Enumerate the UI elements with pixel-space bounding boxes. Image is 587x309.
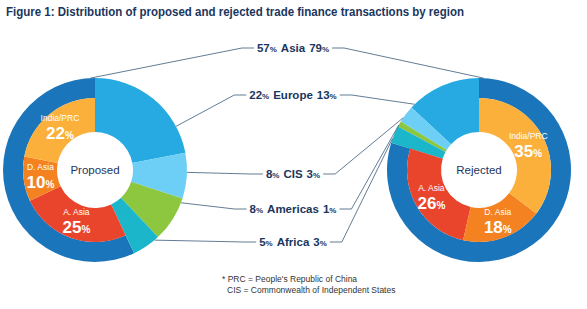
chart-svg: Figure 1: Distribution of proposed and r…: [0, 0, 587, 309]
leader-lines: [90, 48, 483, 242]
label-number: 25: [62, 218, 81, 237]
label-unit: %: [81, 224, 90, 235]
label-unit: %: [330, 92, 337, 101]
subregion-segment: [23, 157, 61, 201]
subregion-name: D. Asia: [27, 162, 54, 172]
leader-line: [176, 95, 246, 126]
subregion-name: India/PRC: [509, 131, 548, 141]
region-segment: [95, 78, 185, 163]
subregion-value: 10%: [27, 173, 55, 192]
segments: [387, 78, 571, 262]
label-unit: %: [322, 45, 329, 54]
region-value: 79%: [309, 42, 329, 54]
leader-line: [90, 48, 254, 78]
label-unit: %: [313, 171, 320, 180]
region-value: 57%: [257, 42, 277, 54]
region-labels: Asia57%79%Europe22%13%CIS8%3%Americas8%1…: [249, 42, 336, 248]
title: Figure 1: Distribution of proposed and r…: [6, 5, 464, 19]
segments: [3, 78, 187, 262]
label-unit: %: [45, 179, 54, 190]
label-number: 57: [257, 42, 270, 54]
segment-labels: A. Asia26% D. Asia18% India/PRC35%: [417, 131, 547, 237]
region-value: 1%: [323, 203, 337, 215]
donut-center-label: Rejected: [456, 164, 501, 176]
region-value: 3%: [313, 236, 327, 248]
region-value: 8%: [266, 168, 280, 180]
subregion-value: 35%: [514, 142, 542, 161]
label-unit: %: [270, 45, 277, 54]
subregion-name: A. Asia: [63, 207, 90, 217]
label-unit: %: [329, 206, 336, 215]
donut: A. Asia26% D. Asia18% India/PRC35% Rejected: [387, 78, 571, 262]
label-unit: %: [272, 171, 279, 180]
subregion-segment: [479, 98, 551, 214]
donut-center-label: Proposed: [70, 164, 119, 176]
leader-line: [187, 172, 263, 174]
subregion-value: 22%: [46, 124, 74, 143]
label-number: 79: [309, 42, 322, 54]
label-unit: %: [533, 148, 542, 159]
label-number: 26: [417, 194, 436, 213]
region-value: 8%: [250, 203, 264, 215]
footnotes: * PRC = People's Republic of ChinaCIS = …: [222, 274, 395, 295]
subregion-segment: [30, 186, 126, 242]
label-unit: %: [65, 130, 74, 141]
leader-line: [181, 203, 247, 209]
label-unit: %: [256, 206, 263, 215]
subregion-value: 18%: [484, 218, 512, 237]
subregion-segment: [24, 98, 95, 163]
leader-line: [323, 118, 403, 174]
subregion-segment: [407, 149, 471, 241]
footnote: * PRC = People's Republic of China: [222, 274, 357, 284]
region-value: 5%: [259, 236, 273, 248]
region-value: 13%: [317, 89, 337, 101]
label-number: 22: [249, 89, 262, 101]
label-number: 22: [46, 124, 65, 143]
subregion-name: India/PRC: [41, 113, 80, 123]
subregion-name: A. Asia: [418, 183, 445, 193]
leader-line: [332, 48, 484, 78]
region-name: Africa: [277, 236, 310, 248]
leader-line: [339, 125, 398, 209]
label-number: 13: [317, 89, 330, 101]
label-unit: %: [266, 239, 273, 248]
chart-container: Figure 1: Distribution of proposed and r…: [0, 0, 587, 309]
label-number: 18: [484, 218, 503, 237]
label-number: 35: [514, 142, 533, 161]
region-name: CIS: [283, 168, 303, 180]
subregion-value: 26%: [417, 194, 445, 213]
label-number: 10: [27, 173, 46, 192]
region-value: 22%: [249, 89, 269, 101]
label-unit: %: [436, 200, 445, 211]
leader-line: [155, 240, 257, 242]
donut: A. Asia25% D. Asia10% India/PRC22% Proposed: [3, 78, 187, 262]
label-unit: %: [320, 239, 327, 248]
region-name: Europe: [273, 89, 313, 101]
subregion-name: D. Asia: [484, 207, 511, 217]
region-name: Asia: [281, 42, 306, 54]
region-segment: [387, 78, 571, 262]
leader-line: [340, 95, 415, 104]
footnote: CIS = Commonwealth of Independent States: [227, 285, 395, 295]
label-unit: %: [262, 92, 269, 101]
region-name: Americas: [267, 203, 319, 215]
subregion-value: 25%: [62, 218, 90, 237]
label-unit: %: [503, 224, 512, 235]
leader-line: [330, 138, 393, 242]
region-value: 3%: [307, 168, 321, 180]
